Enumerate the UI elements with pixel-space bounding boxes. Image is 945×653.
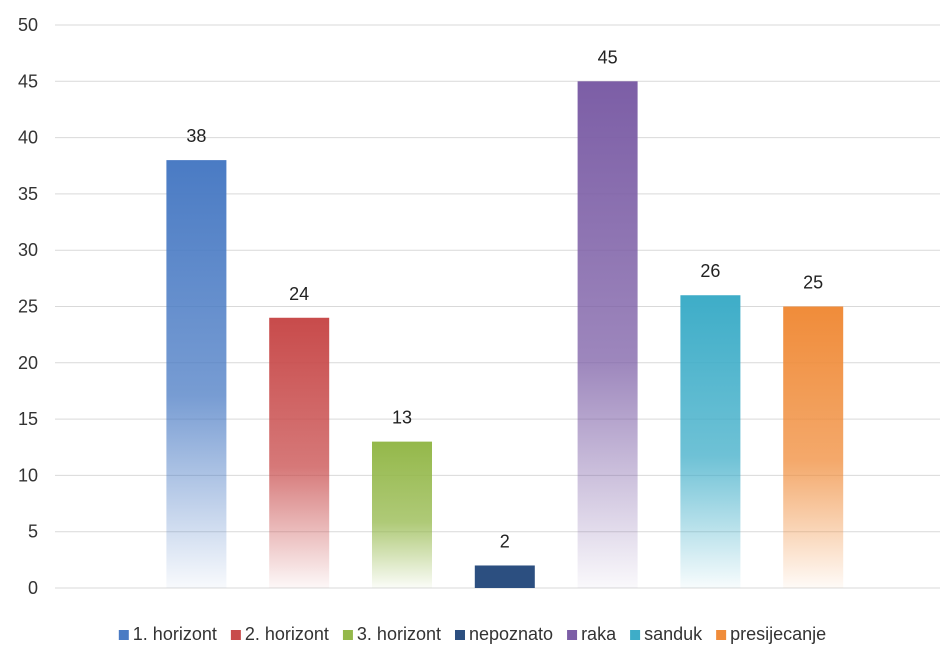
legend-label: nepoznato xyxy=(469,624,553,644)
y-tick-label: 0 xyxy=(28,578,38,598)
legend-swatch xyxy=(567,630,578,640)
y-tick-label: 35 xyxy=(18,184,38,204)
legend-label: 1. horizont xyxy=(133,624,217,644)
legend-item: 3. horizont xyxy=(342,624,441,644)
y-tick-label: 20 xyxy=(18,353,38,373)
y-tick-label: 40 xyxy=(18,128,38,148)
y-tick-label: 25 xyxy=(18,297,38,317)
data-label: 26 xyxy=(700,261,720,281)
bar-2-horizont xyxy=(269,317,330,588)
legend: 1. horizont 2. horizont 3. horizont nepozna… xyxy=(118,624,826,644)
data-label: 25 xyxy=(803,273,823,293)
legend-item: nepoznato xyxy=(454,624,553,644)
y-tick-label: 10 xyxy=(18,465,38,485)
legend-item: presijecanje xyxy=(716,624,826,644)
legend-item: raka xyxy=(567,624,617,644)
legend-swatch xyxy=(342,630,353,640)
legend-swatch xyxy=(454,630,465,640)
legend-item: 1. horizont xyxy=(118,624,217,644)
legend-label: presijecanje xyxy=(730,624,826,644)
bar-sanduk xyxy=(680,295,741,588)
legend-swatch xyxy=(118,630,129,640)
bar-3-horizont xyxy=(372,441,432,588)
bar-nepoznato xyxy=(474,565,535,588)
legend-label: raka xyxy=(581,624,617,644)
y-axis-ticks: 0 5 10 15 20 25 30 35 40 45 50 xyxy=(18,15,38,598)
bars xyxy=(166,81,844,589)
legend-swatch xyxy=(716,630,727,640)
data-label: 24 xyxy=(289,284,309,304)
data-label: 2 xyxy=(500,531,510,551)
legend-swatch xyxy=(230,630,241,640)
legend-label: sanduk xyxy=(644,624,703,644)
bar-1-horizont xyxy=(166,160,227,588)
y-tick-label: 30 xyxy=(18,240,38,260)
bar-raka xyxy=(577,81,638,589)
y-tick-label: 50 xyxy=(18,15,38,35)
y-tick-label: 15 xyxy=(18,409,38,429)
data-label: 38 xyxy=(186,126,206,146)
data-label: 13 xyxy=(392,408,412,428)
legend-label: 2. horizont xyxy=(245,624,329,644)
legend-item: sanduk xyxy=(630,624,703,644)
y-tick-label: 45 xyxy=(18,71,38,91)
data-label: 45 xyxy=(598,47,618,67)
legend-label: 3. horizont xyxy=(357,624,441,644)
legend-swatch xyxy=(630,630,641,640)
y-tick-label: 5 xyxy=(28,522,38,542)
data-labels: 38 24 13 2 45 26 25 xyxy=(186,47,823,551)
bar-presijecanje xyxy=(783,306,844,588)
legend-item: 2. horizont xyxy=(230,624,329,644)
